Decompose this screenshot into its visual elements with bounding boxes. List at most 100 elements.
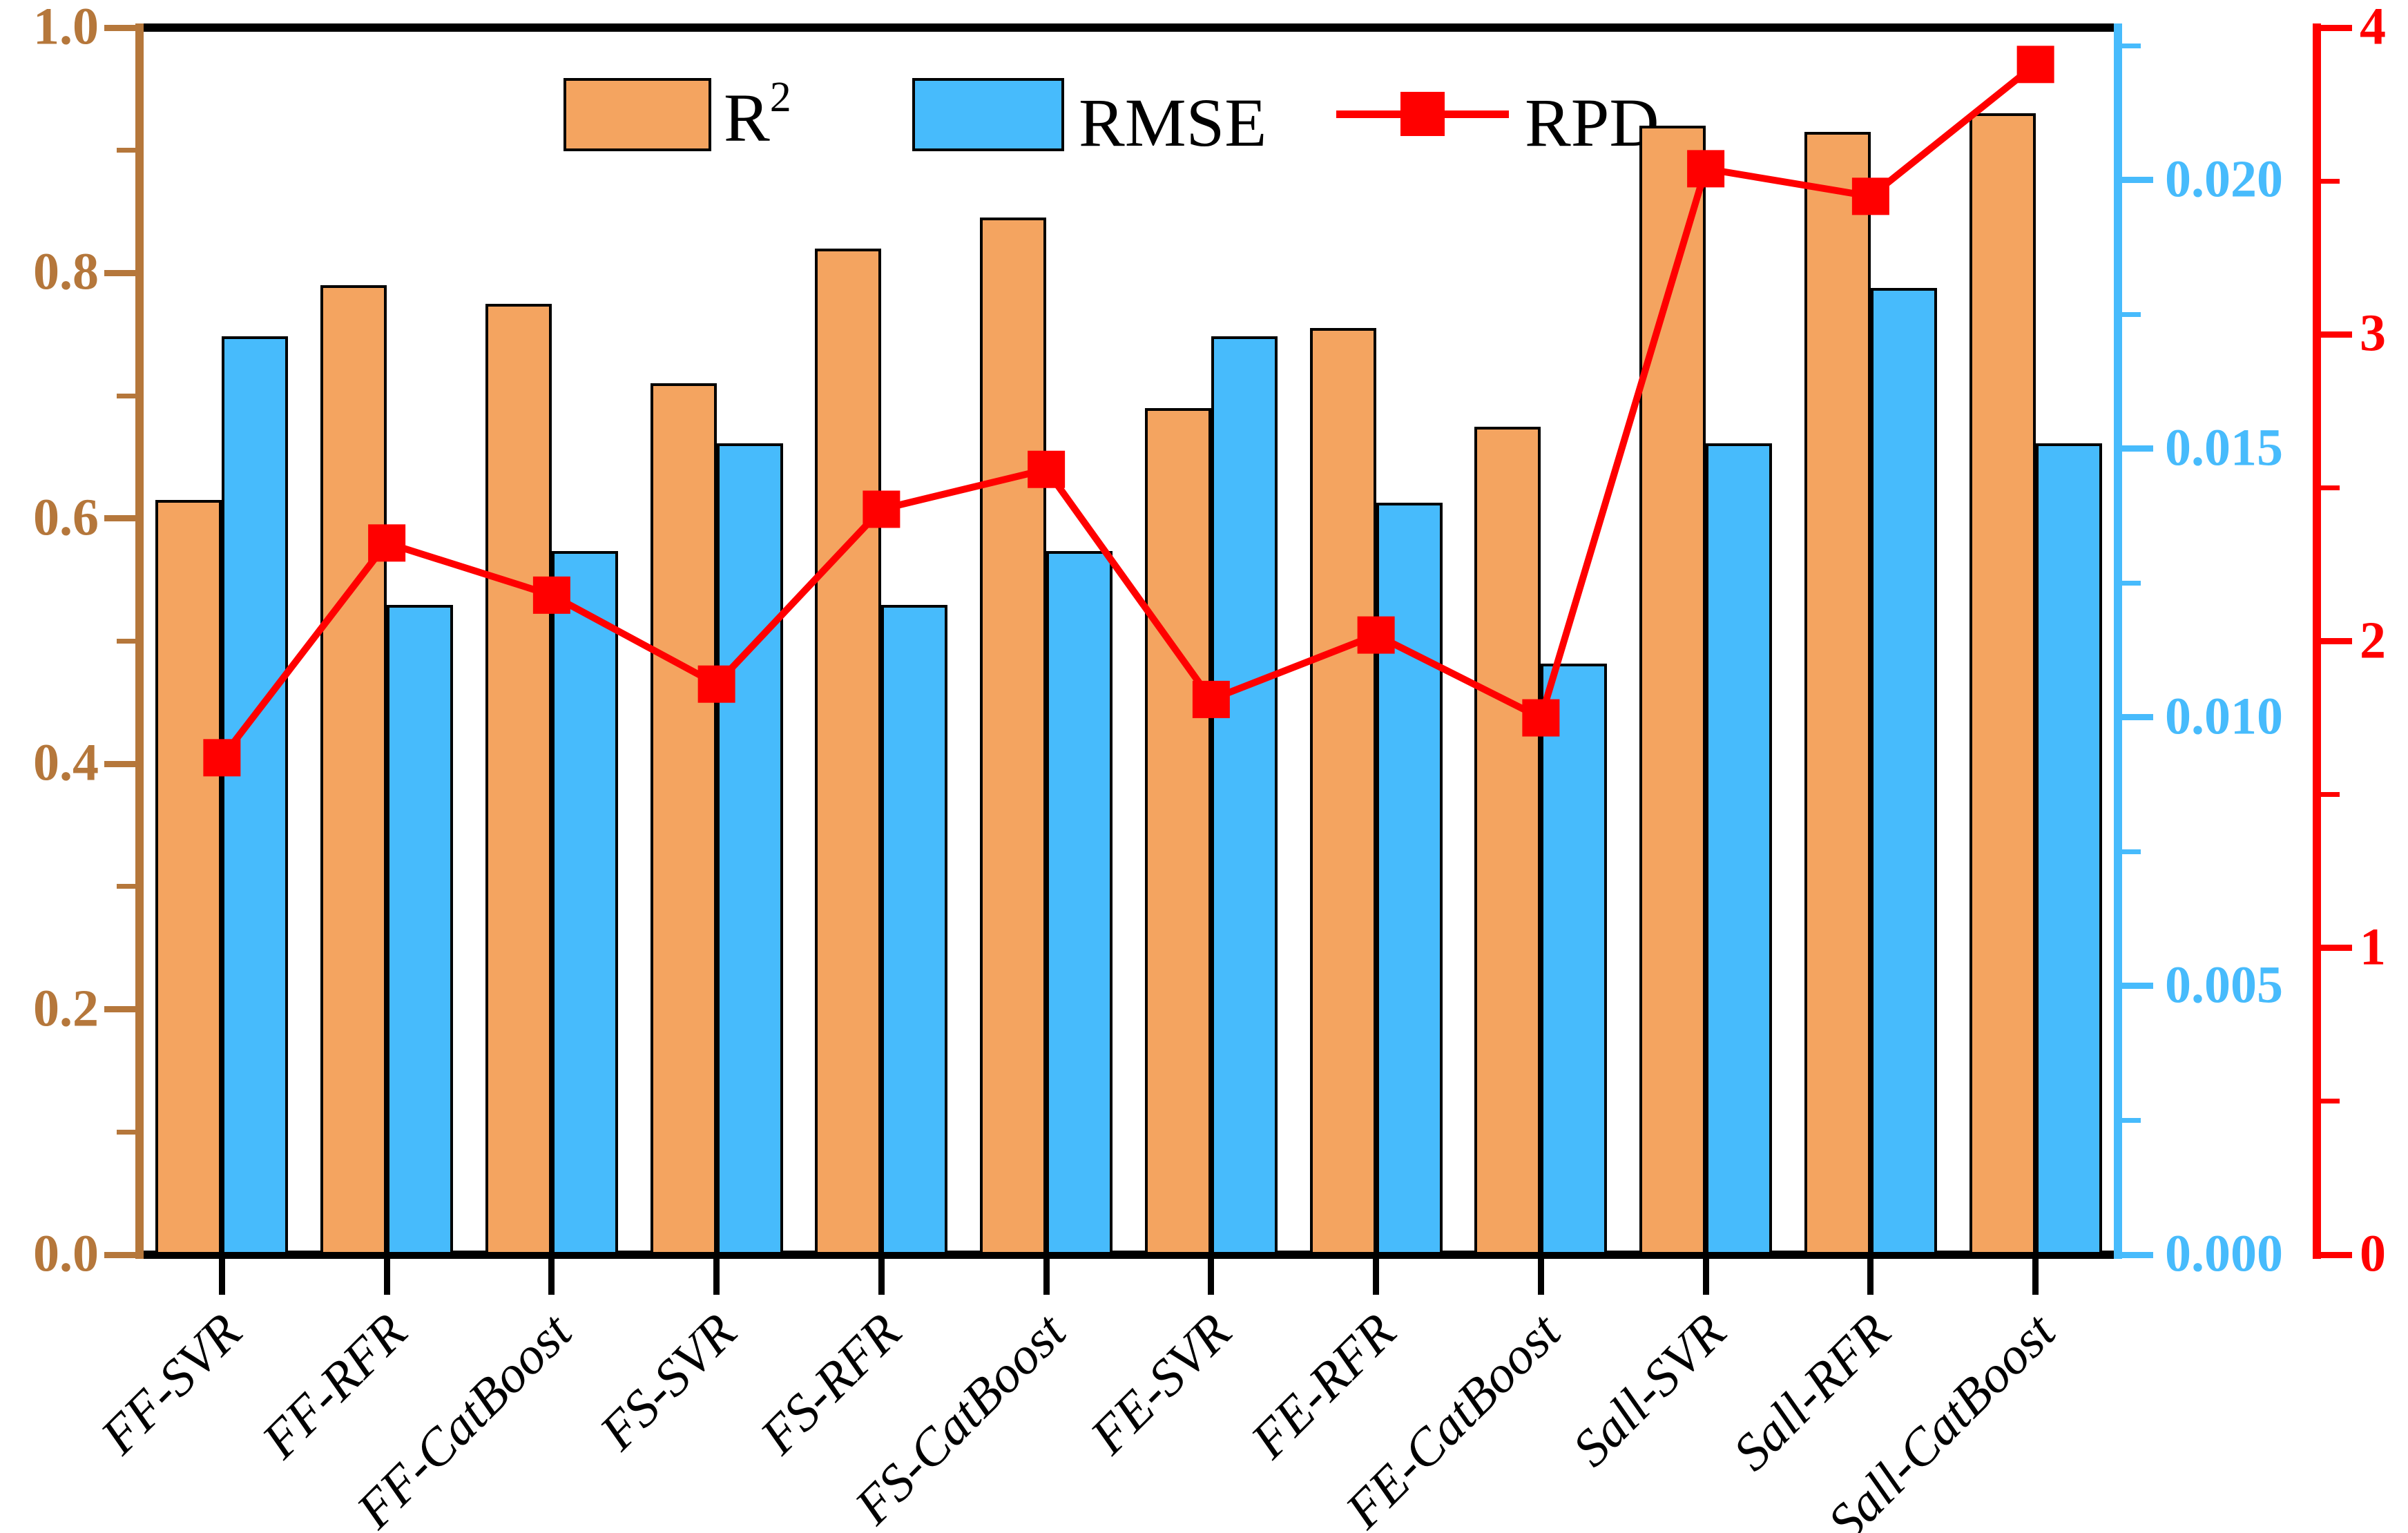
- top-spine: [135, 23, 2122, 32]
- rpd-axis-major-tick: [2321, 945, 2352, 952]
- bar-r2-Sall-SVR: [1639, 126, 1706, 1255]
- x-tick-label-FS-RFR: FS-RFR: [749, 1302, 912, 1465]
- bar-r2-FS-CatBoost: [980, 218, 1047, 1255]
- legend-swatch-rmse: [912, 78, 1064, 151]
- rmse-axis-tick-label: 0.020: [2165, 150, 2283, 209]
- bar-r2-Sall-CatBoost: [1969, 113, 2036, 1255]
- left-axis-tick-label: 0.4: [33, 733, 99, 792]
- x-axis-tick: [383, 1259, 390, 1295]
- rmse-axis-tick-label: 0.000: [2165, 1224, 2283, 1283]
- bar-r2-FE-SVR: [1144, 407, 1211, 1255]
- bar-r2-FF-SVR: [155, 500, 222, 1255]
- rpd-axis-minor-tick: [2321, 1099, 2340, 1104]
- rpd-axis-tick-label: 1: [2360, 918, 2386, 976]
- bar-rmse-FS-RFR: [881, 604, 948, 1255]
- rmse-axis-spine: [2114, 23, 2122, 1259]
- x-tick-label-FS-SVR: FS-SVR: [588, 1302, 748, 1461]
- x-tick-label-FE-RFR: FE-RFR: [1240, 1302, 1407, 1469]
- bar-r2-FF-CatBoost: [485, 303, 552, 1255]
- x-axis-tick: [1537, 1259, 1544, 1295]
- bar-rmse-FE-CatBoost: [1541, 664, 1608, 1255]
- rpd-axis-minor-tick: [2321, 178, 2340, 184]
- left-axis-major-tick: [104, 515, 135, 522]
- bar-r2-FE-RFR: [1309, 328, 1376, 1255]
- legend-label-r2: R2: [724, 74, 791, 156]
- bar-rmse-FS-CatBoost: [1046, 550, 1113, 1255]
- bar-r2-FS-SVR: [650, 383, 717, 1255]
- x-tick-label-FF-SVR: FF-SVR: [90, 1302, 253, 1465]
- rmse-axis-major-tick: [2122, 445, 2153, 452]
- x-axis-tick: [1208, 1259, 1215, 1295]
- rpd-axis-minor-tick: [2321, 792, 2340, 798]
- left-axis-minor-tick: [117, 884, 135, 889]
- left-axis-minor-tick: [117, 639, 135, 644]
- rmse-axis-tick-label: 0.015: [2165, 418, 2283, 477]
- left-spine: [135, 23, 144, 1259]
- rpd-axis-tick-label: 3: [2360, 304, 2386, 363]
- bar-rmse-FF-RFR: [387, 604, 454, 1255]
- left-axis-tick-label: 0.6: [33, 488, 99, 547]
- bar-r2-FE-CatBoost: [1474, 426, 1541, 1255]
- rmse-axis-tick-label: 0.005: [2165, 956, 2283, 1014]
- left-axis-minor-tick: [117, 148, 135, 153]
- x-axis-tick: [713, 1259, 720, 1295]
- left-axis-major-tick: [104, 1006, 135, 1013]
- bar-r2-FS-RFR: [815, 248, 882, 1255]
- rpd-axis-tick-label: 2: [2360, 610, 2386, 669]
- left-axis-major-tick: [104, 1251, 135, 1258]
- left-axis-tick-label: 0.8: [33, 242, 99, 301]
- left-axis-tick-label: 0.2: [33, 979, 99, 1038]
- x-axis-tick: [1867, 1259, 1874, 1295]
- rmse-axis-major-tick: [2122, 983, 2153, 990]
- rpd-axis-tick-label: 4: [2360, 0, 2386, 56]
- left-axis-major-tick: [104, 24, 135, 31]
- rpd-axis-minor-tick: [2321, 485, 2340, 490]
- left-axis-tick-label: 0.0: [33, 1224, 99, 1283]
- x-axis-tick: [1043, 1259, 1050, 1295]
- rmse-axis-tick-label: 0.010: [2165, 687, 2283, 746]
- rmse-axis-minor-tick: [2122, 43, 2141, 48]
- x-axis-tick: [1702, 1259, 1709, 1295]
- bar-rmse-Sall-SVR: [1706, 443, 1773, 1255]
- rmse-axis-minor-tick: [2122, 849, 2141, 854]
- bar-rmse-Sall-CatBoost: [2035, 443, 2102, 1255]
- legend-swatch-r2: [564, 78, 711, 151]
- bar-rmse-FS-SVR: [716, 443, 783, 1255]
- rpd-axis-major-tick: [2321, 1251, 2352, 1258]
- left-axis-major-tick: [104, 269, 135, 276]
- rmse-axis-major-tick: [2122, 714, 2153, 721]
- bar-r2-Sall-RFR: [1804, 132, 1871, 1255]
- bar-rmse-FF-CatBoost: [551, 550, 618, 1255]
- bar-rmse-FF-SVR: [222, 336, 289, 1255]
- rpd-axis-tick-label: 0: [2360, 1224, 2386, 1283]
- x-axis-tick: [548, 1259, 555, 1295]
- bottom-spine: [135, 1251, 2122, 1259]
- left-axis-major-tick: [104, 760, 135, 767]
- bar-rmse-FE-RFR: [1376, 502, 1443, 1255]
- x-axis-tick: [878, 1259, 885, 1295]
- rpd-axis-major-tick: [2321, 331, 2352, 338]
- legend-label-rmse: RMSE: [1079, 84, 1267, 161]
- left-axis-minor-tick: [117, 393, 135, 398]
- bar-rmse-FE-SVR: [1211, 336, 1278, 1255]
- x-tick-label-Sall-SVR: Sall-SVR: [1561, 1302, 1737, 1478]
- x-tick-label-FE-SVR: FE-SVR: [1079, 1302, 1242, 1465]
- rpd-axis-spine: [2313, 23, 2321, 1259]
- bar-rmse-Sall-RFR: [1870, 287, 1937, 1255]
- rmse-axis-minor-tick: [2122, 1117, 2141, 1123]
- left-axis-tick-label: 1.0: [33, 0, 99, 56]
- rmse-axis-minor-tick: [2122, 580, 2141, 586]
- x-axis-tick: [218, 1259, 225, 1295]
- rmse-axis-minor-tick: [2122, 311, 2141, 317]
- rmse-axis-major-tick: [2122, 177, 2153, 184]
- x-axis-tick: [2032, 1259, 2039, 1295]
- rpd-axis-major-tick: [2321, 638, 2352, 644]
- rmse-axis-major-tick: [2122, 1251, 2153, 1258]
- left-axis-minor-tick: [117, 1129, 135, 1135]
- x-axis-tick: [1373, 1259, 1380, 1295]
- rpd-axis-major-tick: [2321, 24, 2352, 31]
- bar-r2-FF-RFR: [320, 285, 387, 1255]
- x-tick-label-FF-RFR: FF-RFR: [251, 1302, 418, 1469]
- rpd-marker: [2016, 46, 2054, 84]
